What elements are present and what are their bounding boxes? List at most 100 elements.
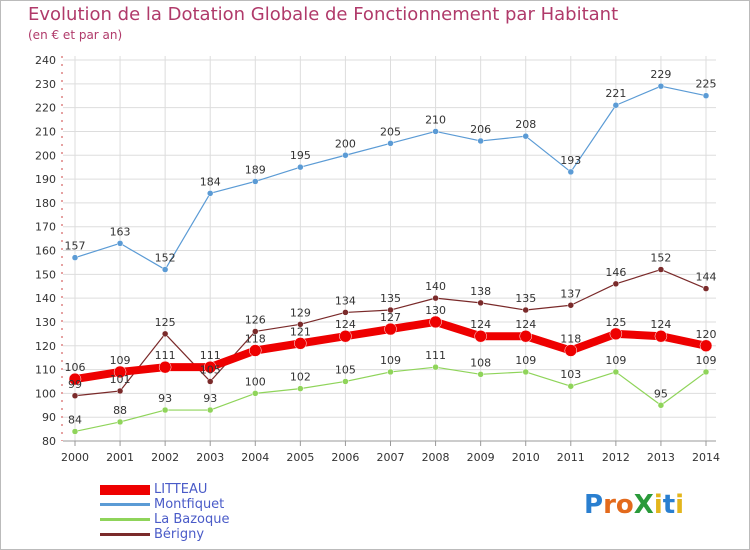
- data-point-litteau-2002: [158, 360, 172, 374]
- data-point-litteau-2005: [294, 337, 307, 350]
- data-point-litteau-2001: [113, 365, 127, 379]
- data-label-berigny-2012: 146: [605, 266, 626, 279]
- data-label-berigny-2001: 101: [110, 373, 131, 386]
- y-tick-label-110: 110: [35, 364, 56, 377]
- data-label-montfiquet-2014: 225: [696, 78, 717, 91]
- y-tick-label-150: 150: [35, 268, 56, 281]
- data-point-berigny-2012: [612, 280, 620, 288]
- data-label-la-bazoque-2013: 95: [654, 387, 668, 400]
- data-point-berigny-2013: [657, 266, 665, 273]
- data-point-berigny-2001: [116, 387, 124, 395]
- x-tick-label-2013: 2013: [647, 451, 675, 464]
- x-tick-label-2004: 2004: [241, 451, 269, 464]
- data-point-berigny-2004: [252, 328, 259, 335]
- y-tick-label-140: 140: [35, 292, 56, 305]
- data-label-berigny-2000: 99: [68, 378, 82, 391]
- data-label-montfiquet-2006: 200: [335, 137, 356, 150]
- data-label-litteau-2013: 124: [650, 318, 671, 331]
- data-point-berigny-2003: [206, 378, 214, 385]
- data-point-montfiquet-2012: [612, 101, 620, 109]
- data-label-la-bazoque-2004: 100: [245, 375, 266, 388]
- legend-label-montfiquet: Montfiquet: [154, 497, 225, 512]
- data-point-litteau-2010: [519, 329, 532, 343]
- data-label-litteau-2008: 130: [425, 304, 446, 317]
- data-point-montfiquet-2011: [567, 168, 575, 176]
- data-point-berigny-2014: [702, 285, 710, 292]
- data-label-la-bazoque-2002: 93: [158, 392, 172, 405]
- x-tick-label-2001: 2001: [106, 451, 134, 464]
- data-label-litteau-2012: 125: [605, 316, 626, 329]
- data-label-montfiquet-2012: 221: [605, 87, 626, 100]
- data-label-montfiquet-2000: 157: [65, 240, 86, 253]
- y-tick-label-120: 120: [35, 340, 56, 353]
- data-label-la-bazoque-2005: 102: [290, 371, 311, 384]
- data-label-litteau-2006: 124: [335, 318, 356, 331]
- data-label-litteau-2014: 120: [696, 328, 717, 341]
- chart-title: Evolution de la Dotation Globale de Fonc…: [28, 4, 619, 25]
- x-tick-label-2007: 2007: [377, 451, 405, 464]
- data-label-la-bazoque-2009: 108: [470, 356, 491, 369]
- data-point-la-bazoque-2003: [206, 406, 214, 414]
- data-label-montfiquet-2004: 189: [245, 163, 266, 176]
- data-point-la-bazoque-2004: [252, 390, 259, 397]
- x-tick-label-2014: 2014: [692, 451, 720, 464]
- x-tick-label-2008: 2008: [422, 451, 450, 464]
- data-label-montfiquet-2008: 210: [425, 113, 446, 126]
- data-point-montfiquet-2010: [522, 132, 529, 140]
- data-label-la-bazoque-2000: 84: [68, 413, 82, 426]
- data-point-la-bazoque-2013: [657, 402, 665, 409]
- y-tick-label-160: 160: [35, 245, 56, 258]
- x-tick-label-2003: 2003: [196, 451, 224, 464]
- data-point-litteau-2008: [429, 315, 442, 329]
- data-point-litteau-2000: [68, 372, 82, 386]
- data-label-la-bazoque-2014: 109: [696, 354, 717, 367]
- data-label-litteau-2011: 118: [560, 333, 581, 346]
- data-point-montfiquet-2001: [116, 240, 124, 247]
- data-label-la-bazoque-2011: 103: [560, 368, 581, 381]
- data-point-litteau-2007: [384, 322, 397, 336]
- data-label-litteau-2009: 124: [470, 318, 491, 331]
- data-point-litteau-2012: [609, 327, 623, 341]
- legend-label-berigny: Bérigny: [154, 527, 205, 542]
- y-tick-label-100: 100: [35, 387, 56, 400]
- data-label-berigny-2009: 138: [470, 285, 491, 298]
- data-label-montfiquet-2003: 184: [200, 175, 221, 188]
- data-label-berigny-2003: 105: [200, 363, 221, 376]
- y-tick-label-130: 130: [35, 316, 56, 329]
- data-point-berigny-2002: [161, 330, 169, 338]
- data-label-berigny-2002: 125: [155, 316, 176, 329]
- data-point-montfiquet-2003: [206, 190, 214, 197]
- data-point-berigny-2010: [522, 306, 529, 314]
- data-label-montfiquet-2002: 152: [155, 252, 176, 265]
- data-label-litteau-2001: 109: [110, 354, 131, 367]
- data-label-berigny-2007: 135: [380, 292, 401, 305]
- data-point-la-bazoque-2010: [522, 368, 529, 376]
- data-label-la-bazoque-2007: 109: [380, 354, 401, 367]
- x-tick-label-2006: 2006: [331, 451, 359, 464]
- data-point-montfiquet-2002: [161, 266, 169, 273]
- data-label-litteau-2005: 121: [290, 325, 311, 338]
- data-point-berigny-2007: [387, 306, 394, 314]
- y-tick-label-170: 170: [35, 221, 56, 234]
- data-point-berigny-2011: [567, 302, 575, 309]
- data-point-la-bazoque-2005: [297, 385, 304, 392]
- data-point-la-bazoque-2002: [161, 406, 169, 414]
- data-label-litteau-2004: 118: [245, 333, 266, 346]
- data-point-montfiquet-2005: [297, 163, 304, 171]
- data-label-montfiquet-2001: 163: [110, 225, 131, 238]
- data-point-montfiquet-2013: [657, 82, 665, 90]
- x-tick-label-2005: 2005: [286, 451, 314, 464]
- y-tick-label-190: 190: [35, 173, 56, 186]
- data-label-la-bazoque-2006: 105: [335, 363, 356, 376]
- data-label-la-bazoque-2010: 109: [515, 354, 536, 367]
- data-point-la-bazoque-2008: [432, 363, 439, 371]
- data-label-montfiquet-2010: 208: [515, 118, 536, 131]
- data-point-litteau-2014: [699, 339, 713, 352]
- data-point-litteau-2006: [339, 329, 352, 343]
- data-label-litteau-2003: 111: [200, 349, 221, 362]
- y-tick-label-210: 210: [35, 125, 56, 138]
- legend-swatch-berigny: [100, 533, 150, 536]
- data-point-montfiquet-2009: [477, 137, 484, 145]
- y-tick-label-220: 220: [35, 102, 56, 115]
